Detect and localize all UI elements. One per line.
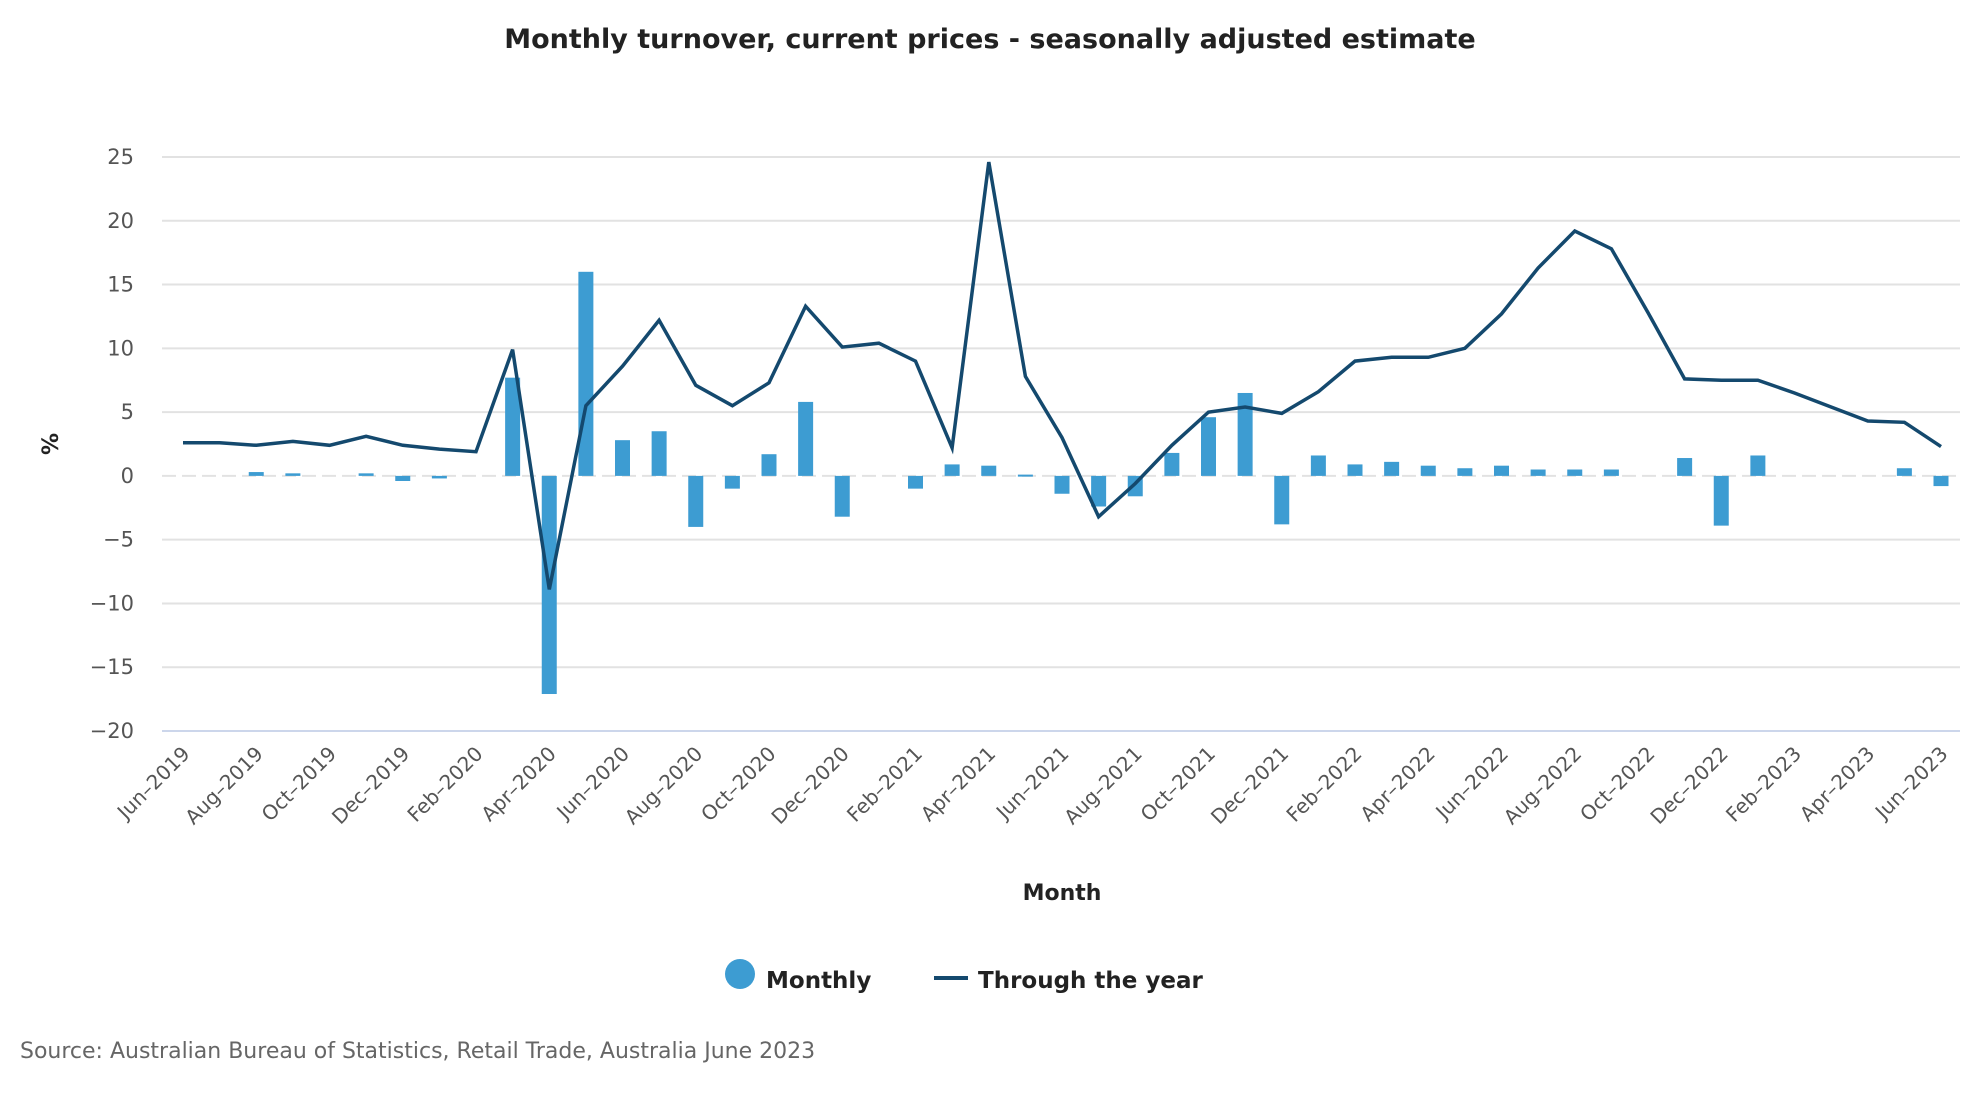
monthly-bar (285, 473, 301, 476)
x-tick-label: Feb–2020 (402, 742, 487, 827)
x-axis-title: Month (1023, 881, 1102, 906)
monthly-bar (1677, 458, 1693, 476)
monthly-bar (1017, 474, 1033, 477)
x-tick-label: Feb–2022 (1281, 742, 1366, 827)
monthly-bar (724, 475, 740, 489)
x-tick-label: Dec–2022 (1645, 742, 1732, 829)
legend-through-the-year-label: Through the year (978, 968, 1204, 994)
y-tick-label: 20 (107, 209, 134, 233)
y-tick-label: 0 (121, 464, 134, 488)
monthly-bar (1310, 455, 1326, 476)
monthly-bar (615, 440, 630, 476)
x-tick-label: Aug–2019 (180, 742, 268, 830)
monthly-bar (1237, 392, 1253, 476)
x-tick-label: Dec–2020 (766, 742, 853, 829)
monthly-bar (1274, 475, 1290, 525)
monthly-bar (1201, 417, 1216, 476)
monthly-bar (1933, 475, 1949, 487)
monthly-bar (944, 464, 960, 476)
x-tick-label: Dec–2019 (327, 742, 414, 829)
monthly-bar (505, 377, 521, 476)
x-tick-label: Dec–2021 (1206, 742, 1293, 829)
monthly-bar (761, 454, 777, 476)
y-tick-label: −15 (90, 655, 134, 679)
x-tick-label: Apr–2022 (1355, 742, 1439, 826)
monthly-bar (1603, 469, 1619, 476)
monthly-bar (358, 473, 374, 476)
gridlines (162, 156, 1960, 732)
monthly-bar (1164, 452, 1180, 476)
monthly-bar (1713, 475, 1729, 526)
monthly-bar (1384, 461, 1400, 476)
x-axis-ticks: Jun–2019Aug–2019Oct–2019Dec–2019Feb–2020… (111, 742, 1953, 830)
x-tick-label: Aug–2020 (620, 742, 708, 830)
x-tick-label: Apr–2020 (476, 742, 560, 826)
through-the-year-line (183, 161, 1942, 590)
monthly-bar (1530, 469, 1546, 476)
monthly-bar (1896, 468, 1912, 476)
monthly-bar (1567, 469, 1583, 476)
monthly-bar (1494, 465, 1509, 476)
legend-monthly-label: Monthly (766, 968, 871, 994)
monthly-bar (1750, 455, 1766, 476)
x-tick-label: Aug–2022 (1499, 742, 1587, 830)
monthly-bar (248, 472, 264, 476)
monthly-bar (908, 475, 923, 489)
y-axis-title: % (39, 433, 64, 455)
y-axis-ticks: 25 20 15 10 5 0 −5 −10 −15 −20 (90, 145, 134, 743)
y-tick-label: −5 (103, 528, 134, 552)
x-tick-label: Apr–2023 (1795, 742, 1879, 826)
x-tick-label: Apr–2021 (916, 742, 1000, 826)
monthly-bar (834, 475, 850, 517)
source-note: Source: Australian Bureau of Statistics,… (20, 1039, 815, 1064)
y-tick-label: 25 (107, 145, 134, 169)
y-tick-label: −10 (90, 591, 134, 615)
monthly-bar (1457, 468, 1473, 476)
legend-monthly-marker (725, 959, 755, 989)
monthly-bar (1420, 465, 1436, 476)
legend-through-the-year-marker (934, 976, 968, 980)
monthly-bar (578, 271, 594, 476)
monthly-bars (248, 271, 1949, 695)
y-tick-label: −20 (90, 719, 134, 743)
monthly-bar (395, 475, 411, 481)
monthly-bar (1054, 475, 1070, 494)
monthly-bar (431, 475, 447, 479)
legend: Monthly Through the year (725, 959, 1204, 994)
monthly-bar (1091, 475, 1107, 507)
y-tick-label: 5 (121, 400, 134, 424)
x-tick-label: Feb–2021 (842, 742, 927, 827)
monthly-bar (798, 401, 814, 476)
y-tick-label: 10 (107, 336, 134, 360)
chart-title: Monthly turnover, current prices - seaso… (504, 24, 1475, 55)
legend-item-through-the-year[interactable]: Through the year (934, 968, 1204, 994)
x-tick-label: Aug–2021 (1059, 742, 1147, 830)
x-tick-label: Jun–2023 (1869, 742, 1953, 826)
monthly-bar (981, 465, 997, 476)
legend-item-monthly[interactable]: Monthly (725, 959, 871, 994)
y-tick-label: 15 (107, 273, 134, 297)
x-tick-label: Feb–2023 (1721, 742, 1806, 827)
monthly-bar (1347, 464, 1363, 476)
monthly-bar (688, 475, 704, 527)
monthly-bar (651, 431, 667, 476)
